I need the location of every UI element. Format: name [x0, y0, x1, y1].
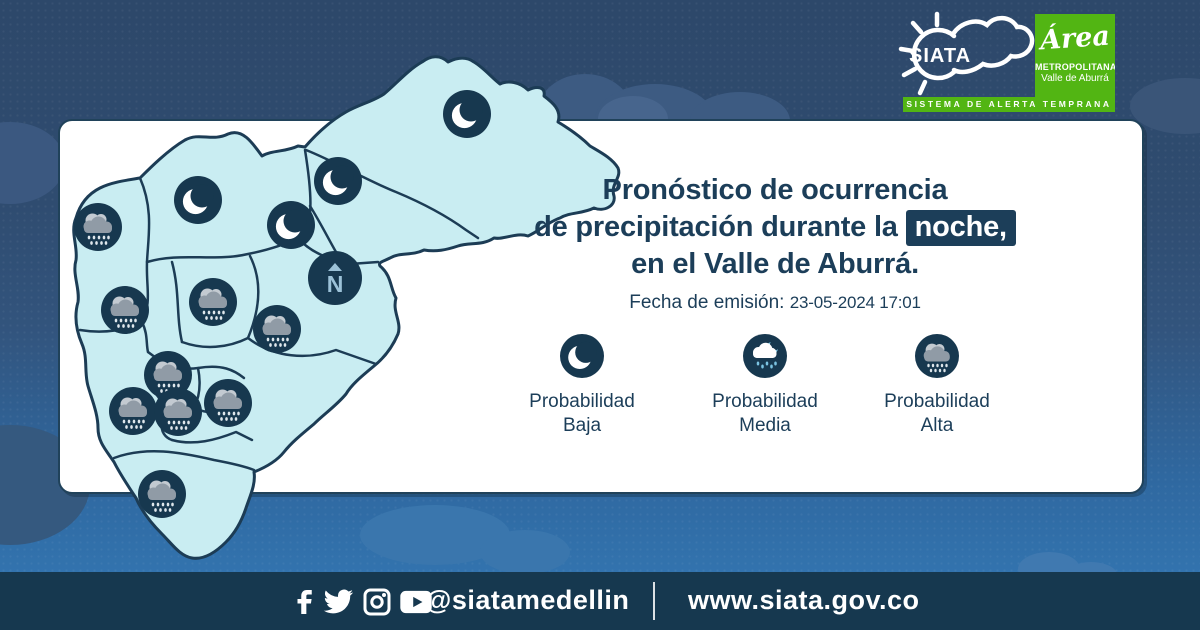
- youtube-icon[interactable]: [400, 590, 432, 614]
- legend-item-media: Probabilidad Media: [675, 334, 855, 438]
- svg-text:N: N: [327, 271, 344, 297]
- amva-valle: Valle de Aburrá: [1041, 73, 1109, 84]
- cloud-shape: [480, 530, 570, 574]
- rain-cloud-icon: [915, 334, 959, 378]
- svg-text:SIATA: SIATA: [909, 45, 971, 67]
- legend-label: Probabilidad: [712, 391, 818, 412]
- social-handle[interactable]: @siatamedellin: [425, 585, 630, 615]
- highlight-noche: noche,: [905, 210, 1016, 246]
- north-compass-icon: N: [308, 251, 362, 305]
- website-url[interactable]: www.siata.gov.co: [688, 585, 920, 615]
- amva-area-script: Área: [1039, 20, 1111, 57]
- emission-label: Fecha de emisión:: [629, 292, 785, 313]
- emission-value: 23-05-2024 17:01: [789, 293, 921, 312]
- legend-item-baja: Probabilidad Baja: [492, 334, 672, 438]
- amva-logo: Área METROPOLITANA Valle de Aburrá: [1035, 14, 1115, 97]
- legend-label: Probabilidad: [529, 391, 635, 412]
- footer-bar: @siatamedellin www.siata.gov.co: [0, 572, 1200, 630]
- title-line-2: de precipitación durante la noche,: [455, 209, 1095, 246]
- twitter-icon[interactable]: [323, 589, 354, 616]
- rain-moon-icon: [743, 334, 787, 378]
- title-block: Pronóstico de ocurrencia de precipitació…: [455, 172, 1095, 314]
- instagram-icon[interactable]: [363, 588, 391, 616]
- facebook-icon[interactable]: [296, 587, 314, 617]
- cloud-shape: [0, 122, 65, 204]
- title-line-1: Pronóstico de ocurrencia: [602, 174, 948, 206]
- footer-separator: [653, 582, 655, 620]
- moon-icon: [560, 334, 604, 378]
- amva-metropolitana: METROPOLITANA: [1035, 62, 1115, 72]
- title-line-3: en el Valle de Aburrá.: [631, 248, 919, 280]
- siata-tagline: SISTEMA DE ALERTA TEMPRANA: [903, 97, 1115, 112]
- legend-item-alta: Probabilidad Alta: [847, 334, 1027, 438]
- legend-label: Probabilidad: [884, 391, 990, 412]
- siata-logo: SIATA: [898, 11, 1035, 96]
- emission-row: Fecha de emisión: 23-05-2024 17:01: [455, 292, 1095, 314]
- social-icons: [296, 586, 432, 618]
- header: SIATA Área METROPOLITANA Valle de Aburrá…: [0, 0, 1200, 120]
